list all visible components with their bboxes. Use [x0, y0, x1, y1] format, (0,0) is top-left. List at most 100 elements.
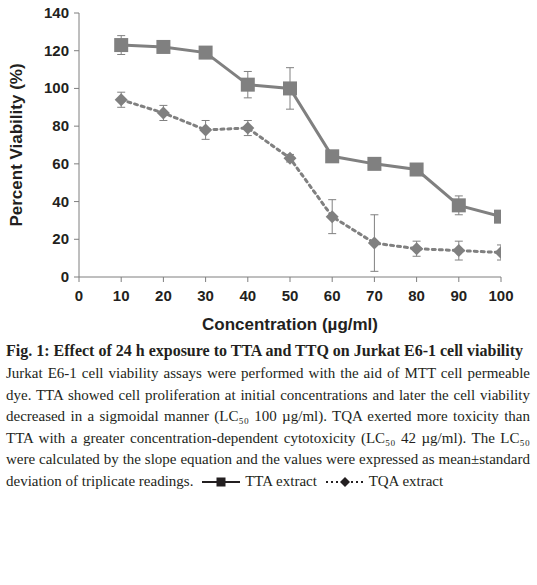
y-tick — [74, 126, 79, 127]
error-cap — [413, 256, 421, 257]
x-tick-label: 100 — [488, 287, 513, 304]
error-cap — [244, 135, 252, 136]
error-cap — [497, 244, 501, 245]
x-tick — [290, 277, 291, 282]
y-axis — [79, 13, 80, 277]
x-tick — [458, 277, 459, 282]
y-tick-label: 60 — [52, 155, 69, 172]
error-cap — [497, 260, 501, 261]
point — [368, 237, 381, 250]
error-cap — [244, 71, 252, 72]
point — [367, 157, 381, 171]
error-cap — [117, 92, 125, 93]
point — [410, 163, 424, 177]
error-cap — [328, 233, 336, 234]
point — [495, 246, 502, 259]
error-cap — [413, 241, 421, 242]
point — [325, 149, 339, 163]
point — [156, 40, 170, 54]
error-cap — [455, 260, 463, 261]
x-tick-label: 50 — [282, 287, 299, 304]
y-tick — [74, 239, 79, 240]
error-cap — [286, 109, 294, 110]
point — [199, 46, 213, 60]
point — [241, 78, 255, 92]
point — [199, 123, 212, 136]
error-cap — [117, 107, 125, 108]
y-tick — [74, 277, 79, 278]
series-line — [121, 100, 501, 253]
x-tick-label: 60 — [324, 287, 341, 304]
y-tick-label: 140 — [44, 4, 69, 21]
y-tick — [74, 13, 79, 14]
point — [283, 81, 297, 95]
y-tick-label: 120 — [44, 42, 69, 59]
series-line — [121, 45, 501, 217]
legend-entry: TQA extract — [325, 471, 444, 493]
y-tick-label: 100 — [44, 79, 69, 96]
y-tick-label: 80 — [52, 117, 69, 134]
point — [115, 93, 128, 106]
caption-text: Jurkat E6-1 cell viability assays were p… — [6, 365, 530, 489]
point — [326, 210, 339, 223]
x-tick — [163, 277, 164, 282]
x-tick-label: 70 — [366, 287, 383, 304]
error-cap — [455, 214, 463, 215]
y-tick-label: 40 — [52, 193, 69, 210]
x-tick-label: 10 — [113, 287, 130, 304]
error-cap — [117, 54, 125, 55]
error-cap — [159, 120, 167, 121]
legend-marker — [340, 477, 350, 487]
x-tick — [79, 277, 80, 282]
x-tick — [374, 277, 375, 282]
x-tick — [501, 277, 502, 282]
error-cap — [370, 214, 378, 215]
x-tick-label: 90 — [450, 287, 467, 304]
x-tick-label: 40 — [239, 287, 256, 304]
x-tick-label: 0 — [75, 287, 83, 304]
error-cap — [455, 241, 463, 242]
x-tick-label: 20 — [155, 287, 172, 304]
y-tick — [74, 50, 79, 51]
x-tick-label: 30 — [197, 287, 214, 304]
chart: 0 20 40 60 80 100 120 140 0 10 20 30 40 50 60 70 80 90 100… — [0, 0, 537, 340]
legend-label: TQA extract — [369, 473, 444, 489]
legend-symbol — [201, 476, 241, 488]
x-tick — [121, 277, 122, 282]
point — [157, 106, 170, 119]
plot-area — [114, 36, 501, 272]
y-axis-label: Percent Viability (%) — [7, 63, 26, 226]
y-tick-label: 0 — [61, 268, 69, 285]
y-tick — [74, 201, 79, 202]
x-axis-label: Concentration (µg/ml) — [202, 315, 378, 334]
legend-marker — [217, 478, 226, 487]
point — [284, 152, 297, 165]
error-cap — [244, 120, 252, 121]
error-cap — [286, 67, 294, 68]
point — [241, 122, 254, 135]
error-cap — [202, 139, 210, 140]
y-tick-label: 20 — [52, 230, 69, 247]
error-cap — [159, 105, 167, 106]
x-tick — [205, 277, 206, 282]
x-tick — [416, 277, 417, 282]
point — [410, 242, 423, 255]
legend-entry: TTA extract — [201, 471, 317, 493]
y-tick — [74, 88, 79, 89]
error-cap — [117, 35, 125, 36]
caption: Fig. 1: Effect of 24 h exposure to TTA a… — [6, 340, 530, 492]
caption-title: Fig. 1: Effect of 24 h exposure to TTA a… — [6, 340, 530, 361]
error-cap — [370, 271, 378, 272]
error-cap — [455, 195, 463, 196]
point — [114, 38, 128, 52]
legend-label: TTA extract — [245, 473, 317, 489]
point — [494, 210, 501, 224]
point — [452, 198, 466, 212]
x-tick — [332, 277, 333, 282]
legend-symbol — [325, 476, 365, 488]
point — [452, 244, 465, 257]
error-cap — [244, 97, 252, 98]
y-tick — [74, 163, 79, 164]
error-cap — [202, 120, 210, 121]
x-tick-label: 80 — [408, 287, 425, 304]
